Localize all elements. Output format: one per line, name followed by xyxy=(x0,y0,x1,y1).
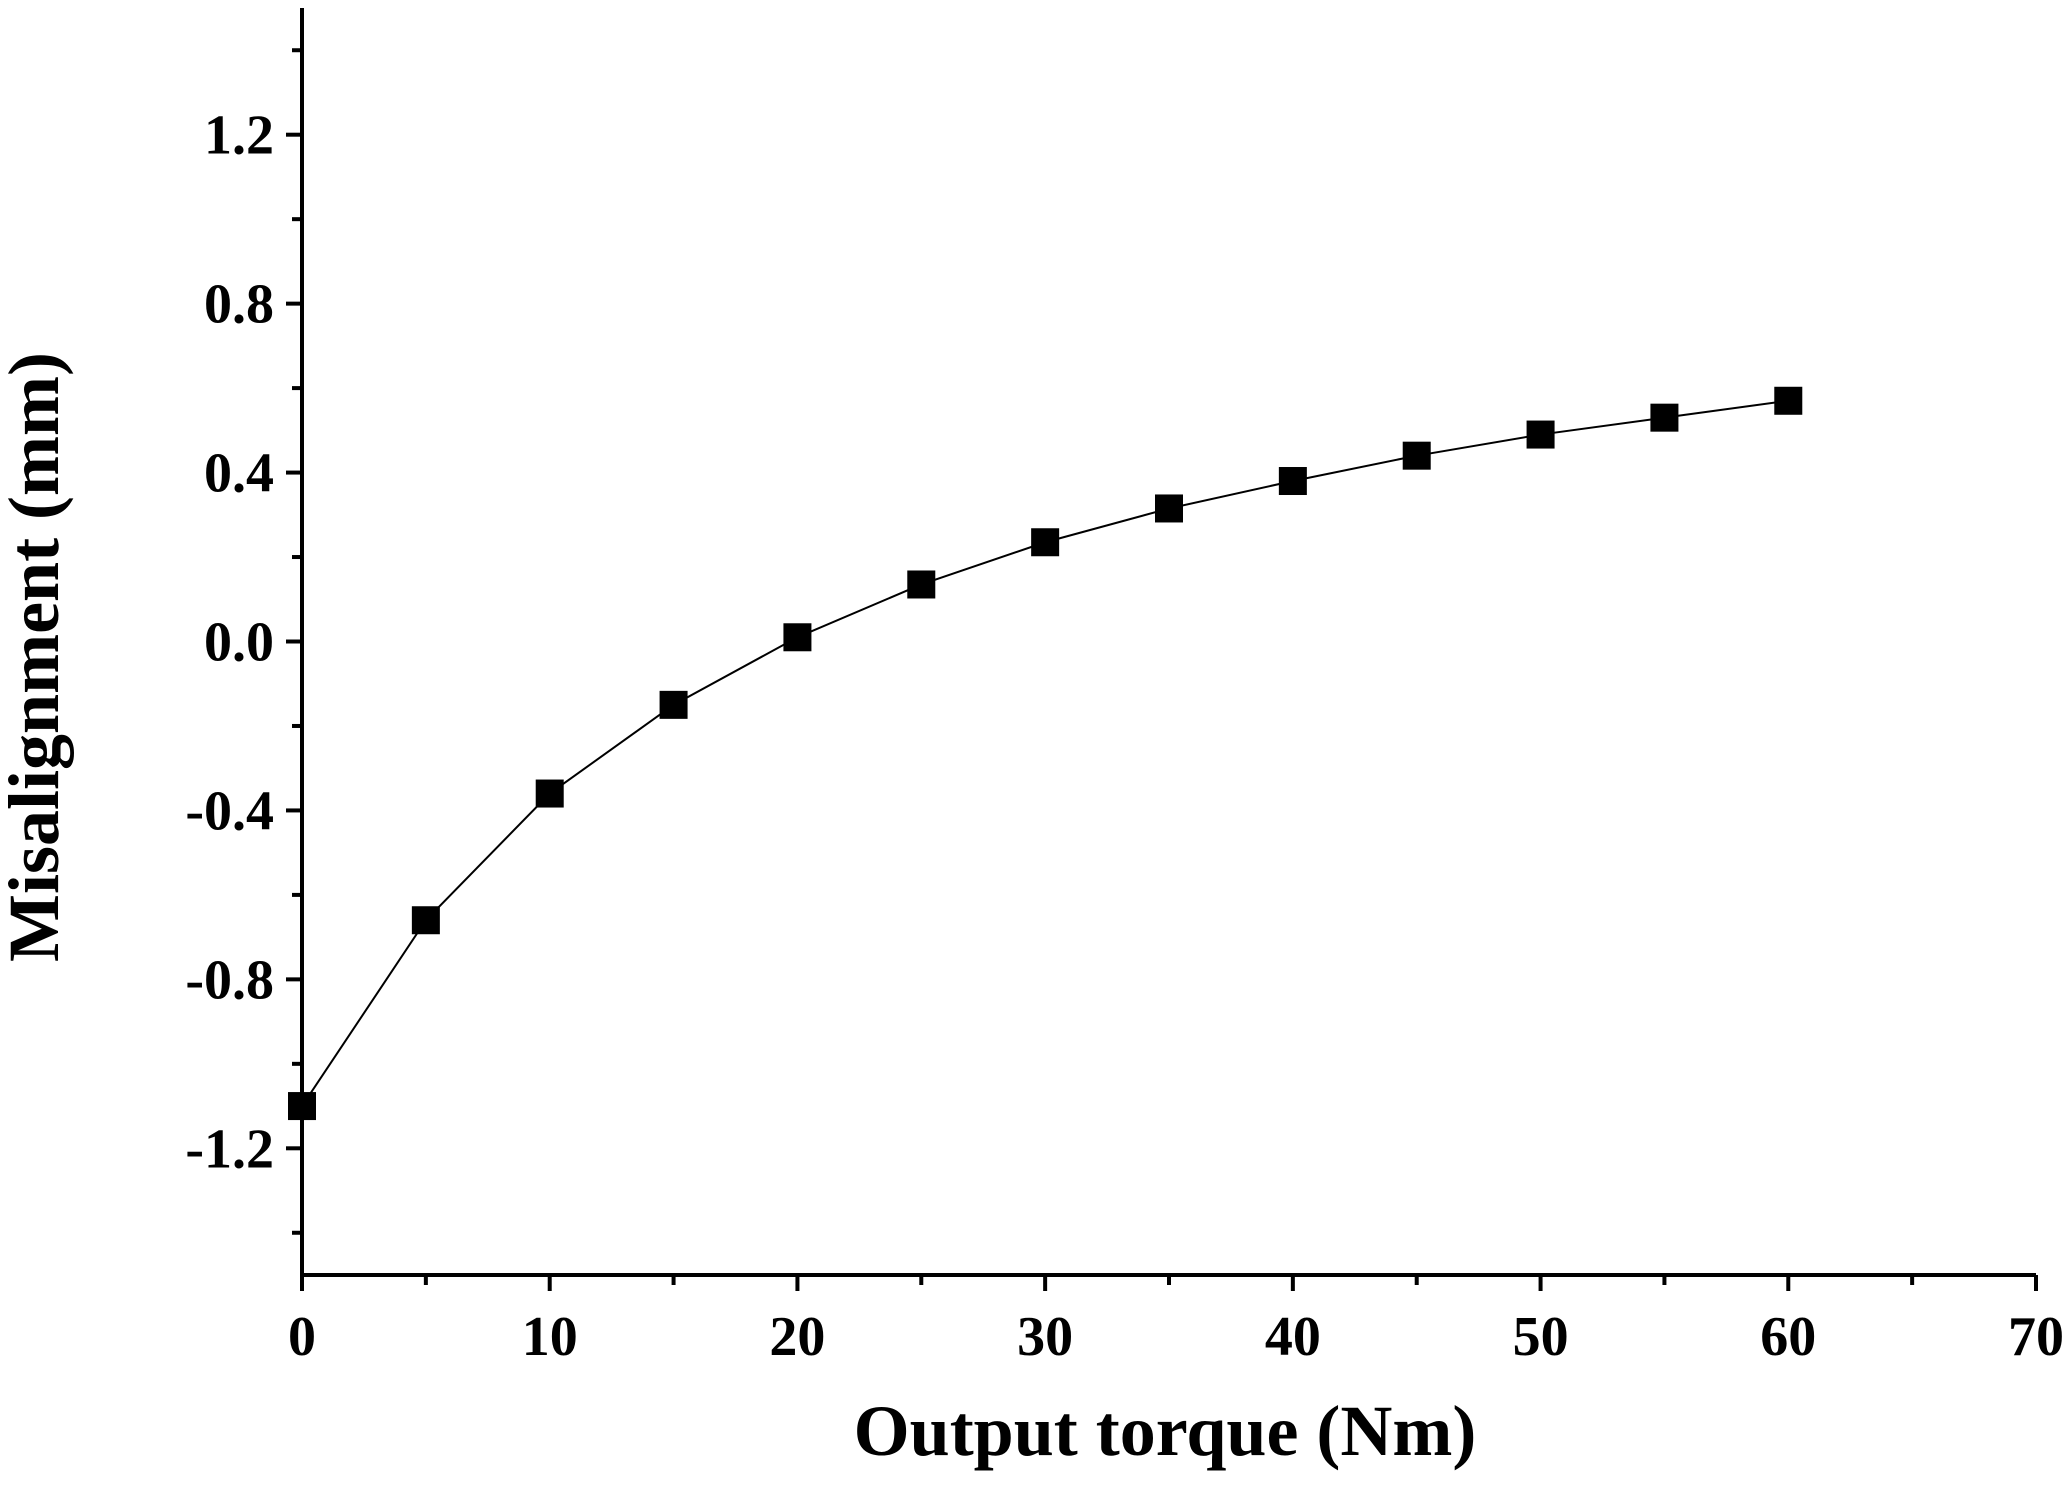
x-tick-label: 30 xyxy=(1017,1306,1073,1368)
data-point xyxy=(1278,467,1307,496)
series-line-group xyxy=(301,399,1789,1107)
y-axis-title: Misalignment (mm) xyxy=(0,352,74,962)
data-point xyxy=(1031,528,1060,557)
data-point xyxy=(659,690,688,719)
x-tick-label: 70 xyxy=(2008,1306,2064,1368)
y-tick-label: 0.4 xyxy=(204,443,274,505)
y-axis-ticks: -1.2 -0.8 -0.4 0.0 0.4 0.8 1.2 xyxy=(185,48,302,1235)
y-tick-label: -1.2 xyxy=(185,1118,274,1180)
data-point xyxy=(783,623,812,652)
y-tick-label: 1.2 xyxy=(204,105,274,167)
x-tick-label: 0 xyxy=(288,1306,316,1368)
x-tick-label: 40 xyxy=(1265,1306,1321,1368)
data-point xyxy=(288,1092,316,1121)
x-axis-ticks: 0 10 20 30 40 50 60 70 xyxy=(288,1275,2064,1368)
data-point xyxy=(535,779,564,808)
series-markers-group xyxy=(288,386,1803,1121)
x-tick-label: 10 xyxy=(522,1306,578,1368)
x-tick-label: 50 xyxy=(1513,1306,1569,1368)
data-point xyxy=(411,906,440,935)
data-point xyxy=(1774,386,1803,415)
data-point xyxy=(1650,403,1679,432)
x-tick-label: 20 xyxy=(769,1306,825,1368)
y-tick-label: -0.4 xyxy=(185,780,274,842)
y-tick-label: -0.8 xyxy=(185,949,274,1011)
axes xyxy=(300,8,2036,1277)
data-point xyxy=(1155,494,1183,523)
data-point xyxy=(907,570,936,599)
x-tick-label: 60 xyxy=(1760,1306,1816,1368)
data-point xyxy=(1526,420,1555,449)
data-point xyxy=(1402,441,1431,470)
x-axis-title: Output torque (Nm) xyxy=(854,1391,1477,1471)
y-tick-label: 0.0 xyxy=(204,612,274,674)
series-line xyxy=(301,399,1789,1107)
y-tick-label: 0.8 xyxy=(204,274,274,336)
